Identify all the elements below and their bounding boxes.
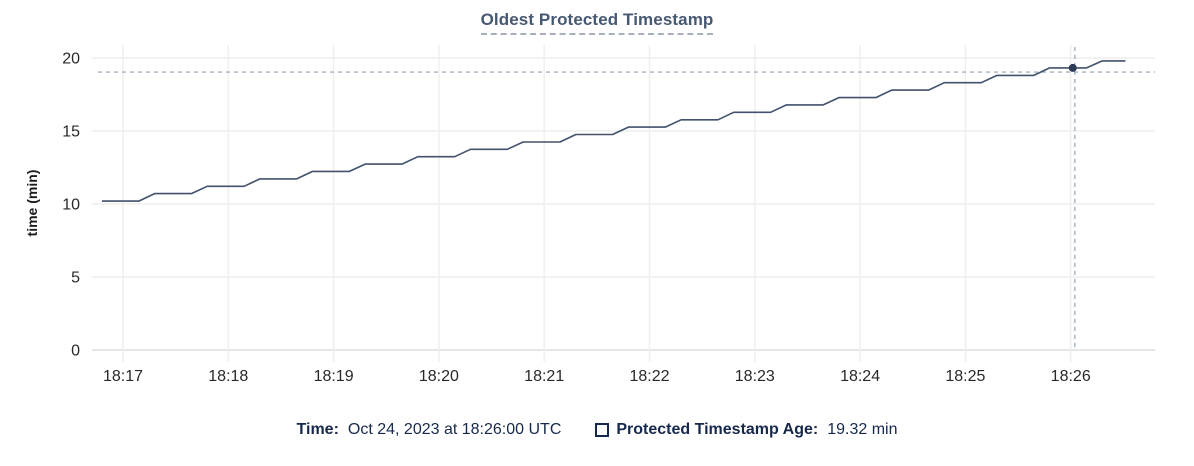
- x-tick-label: 18:20: [419, 368, 459, 385]
- x-tick-label: 18:21: [524, 368, 564, 385]
- y-axis-label: time (min): [24, 169, 40, 237]
- series-line: [101, 60, 1126, 202]
- legend-time-label: Time:: [296, 421, 339, 438]
- y-tick-label: 10: [62, 197, 80, 214]
- x-tick-label: 18:17: [103, 368, 143, 385]
- y-tick-label: 15: [62, 124, 80, 141]
- x-tick-label: 18:24: [840, 368, 880, 385]
- legend-series-value: 19.32 min: [827, 421, 898, 438]
- chart-title[interactable]: Oldest Protected Timestamp: [480, 10, 714, 35]
- legend-time-value: Oct 24, 2023 at 18:26:00 UTC: [347, 421, 562, 438]
- x-tick-label: 18:19: [314, 368, 354, 385]
- series-swatch-square-icon: [595, 423, 610, 437]
- x-tick-label: 18:25: [945, 368, 985, 385]
- x-tick-label: 18:26: [1051, 368, 1091, 385]
- legend-series-label: Protected Timestamp Age:: [616, 421, 819, 438]
- hover-point: [1068, 63, 1077, 72]
- y-tick-label: 5: [71, 270, 80, 287]
- x-tick-label: 18:22: [629, 368, 669, 385]
- chart-header: Oldest Protected Timestamp: [0, 10, 1194, 35]
- chart-legend: Time: Oct 24, 2023 at 18:26:00 UTC Prote…: [0, 419, 1194, 441]
- x-tick-label: 18:23: [735, 368, 775, 385]
- y-tick-label: 0: [71, 343, 80, 360]
- y-tick-label: 20: [62, 51, 80, 68]
- x-tick-label: 18:18: [208, 368, 248, 385]
